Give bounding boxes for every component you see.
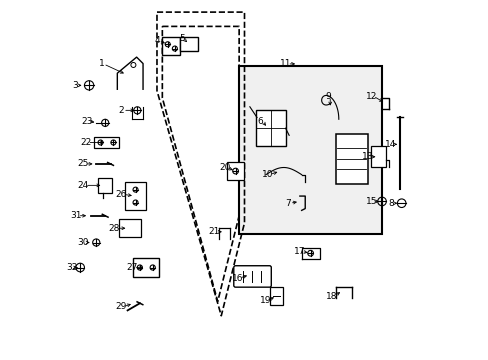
Bar [162, 37, 180, 55]
Bar [370, 146, 385, 167]
Text: 18: 18 [325, 292, 337, 301]
Text: 19: 19 [259, 296, 270, 305]
Bar [239, 66, 381, 234]
Text: 29: 29 [115, 302, 127, 311]
Text: 13: 13 [361, 152, 373, 161]
Bar [119, 219, 141, 237]
Text: 8: 8 [387, 199, 393, 208]
Text: 11: 11 [279, 59, 291, 68]
Text: 25: 25 [77, 159, 88, 168]
Text: 32: 32 [66, 263, 78, 272]
Bar [335, 134, 367, 184]
Text: 17: 17 [293, 247, 305, 256]
Text: 9: 9 [325, 91, 331, 100]
Text: 15: 15 [365, 197, 376, 206]
Text: 28: 28 [108, 224, 120, 233]
Text: 6: 6 [257, 117, 263, 126]
Text: 24: 24 [77, 181, 88, 190]
Text: 1: 1 [99, 59, 104, 68]
Text: 30: 30 [77, 238, 89, 247]
Bar [133, 258, 159, 277]
Text: 21: 21 [208, 227, 220, 236]
Bar [94, 137, 119, 148]
Text: 5: 5 [179, 35, 184, 44]
Text: 7: 7 [285, 199, 290, 208]
Text: 31: 31 [70, 211, 81, 220]
Text: 14: 14 [385, 140, 396, 149]
Bar [98, 178, 112, 193]
Text: 4: 4 [154, 36, 160, 45]
Text: 20: 20 [219, 163, 230, 172]
Text: 26: 26 [115, 190, 127, 199]
Text: 27: 27 [126, 263, 138, 272]
Text: 3: 3 [72, 81, 78, 90]
Text: 10: 10 [262, 170, 273, 179]
Text: 2: 2 [118, 106, 124, 115]
FancyBboxPatch shape [233, 266, 271, 287]
Bar [124, 182, 146, 210]
Bar [270, 287, 283, 305]
Bar [226, 162, 244, 180]
Bar [256, 110, 286, 147]
Text: 23: 23 [81, 117, 92, 126]
Text: 16: 16 [231, 274, 243, 283]
Text: 12: 12 [365, 91, 376, 100]
Text: 22: 22 [80, 138, 91, 147]
Polygon shape [180, 37, 198, 51]
